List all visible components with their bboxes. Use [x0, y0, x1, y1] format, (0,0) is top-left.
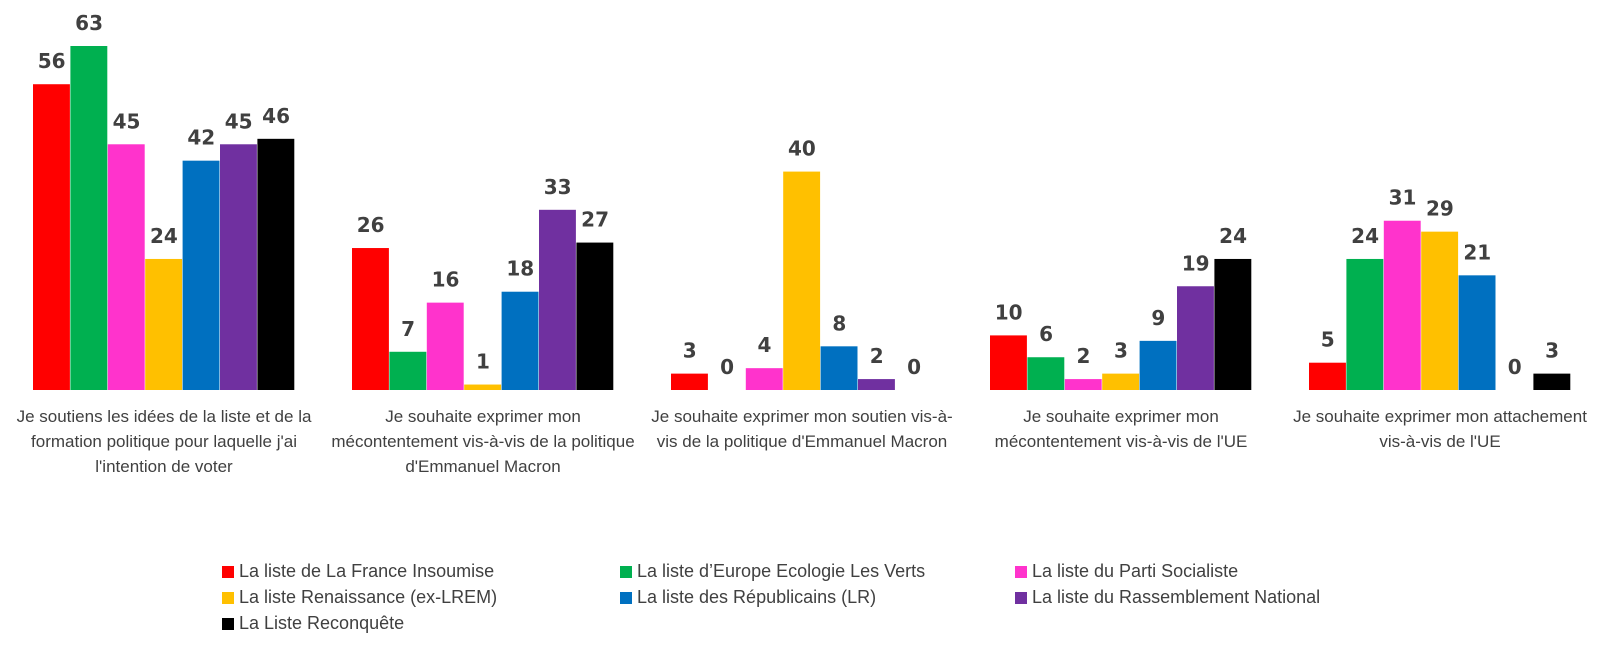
value-label: 3: [1545, 339, 1559, 363]
value-label: 24: [150, 224, 178, 248]
legend-swatch: [620, 592, 632, 604]
category-label: Je souhaite exprimer mon attachement vis…: [1293, 407, 1587, 451]
bar: [389, 351, 427, 390]
value-label: 0: [907, 355, 921, 379]
bar: [501, 291, 539, 390]
value-label: 21: [1463, 240, 1491, 264]
legend-swatch: [222, 618, 234, 630]
legend-swatch: [620, 566, 632, 578]
bar: [107, 144, 145, 390]
legend-entry: La Liste Reconquête: [222, 613, 404, 633]
bar: [1214, 258, 1252, 390]
value-label: 1: [476, 350, 490, 374]
value-label: 27: [581, 208, 609, 232]
bar: [1102, 373, 1140, 390]
value-label: 42: [187, 126, 215, 150]
value-label: 45: [113, 109, 141, 133]
bar: [820, 346, 858, 390]
category-label: Je souhaite exprimer mon soutien vis-à-v…: [651, 407, 953, 451]
value-label: 0: [1508, 355, 1522, 379]
value-label: 8: [832, 311, 846, 335]
bar: [352, 248, 389, 390]
bar: [539, 209, 576, 390]
value-label: 6: [1039, 322, 1053, 346]
bar: [671, 373, 708, 390]
bar: [220, 144, 257, 390]
value-label: 10: [995, 300, 1023, 324]
bar: [783, 171, 821, 390]
value-label: 33: [544, 175, 572, 199]
value-label: 7: [401, 317, 415, 341]
value-label: 29: [1426, 197, 1454, 221]
value-label: 9: [1151, 306, 1165, 330]
bar: [990, 335, 1027, 390]
bar: [33, 84, 70, 390]
bar: [745, 368, 783, 390]
bar: [257, 138, 295, 390]
legend-label: La liste d’Europe Ecologie Les Verts: [637, 561, 926, 581]
value-label: 2: [870, 344, 884, 368]
legend-label: La liste du Parti Socialiste: [1032, 561, 1239, 581]
value-label: 0: [720, 355, 734, 379]
legend-entry: La liste de La France Insoumise: [222, 561, 494, 581]
bar: [1309, 362, 1346, 390]
bar: [576, 242, 614, 390]
value-label: 24: [1219, 224, 1247, 248]
value-label: 24: [1351, 224, 1379, 248]
value-label: 4: [758, 333, 772, 357]
value-label: 40: [788, 137, 816, 161]
category-label: Je souhaite exprimer mon mécontentement …: [994, 407, 1248, 451]
legend-label: La liste Renaissance (ex-LREM): [239, 587, 498, 607]
category-label: Je soutiens les idées de la liste et de …: [16, 407, 312, 476]
value-label: 5: [1321, 328, 1335, 352]
legend-swatch: [222, 566, 234, 578]
value-label: 18: [506, 257, 534, 281]
value-label: 16: [432, 268, 460, 292]
bar: [1421, 231, 1459, 390]
legend-entry: La liste du Parti Socialiste: [1015, 561, 1238, 581]
legend-label: La Liste Reconquête: [239, 613, 405, 633]
bar: [1346, 258, 1384, 390]
legend-swatch: [222, 592, 234, 604]
value-label: 26: [357, 213, 385, 237]
legend-label: La liste des Républicains (LR): [637, 587, 877, 607]
legend-swatch: [1015, 566, 1027, 578]
bar: [1139, 340, 1177, 390]
bar: [182, 160, 220, 390]
value-label: 45: [225, 109, 253, 133]
bar: [1177, 286, 1214, 390]
bar: [1027, 357, 1065, 390]
bar: [145, 258, 183, 390]
value-label: 63: [75, 11, 103, 35]
bar: [1064, 379, 1102, 390]
value-label: 19: [1182, 251, 1210, 275]
bar: [1383, 220, 1421, 390]
bar: [70, 46, 108, 390]
legend-label: La liste du Rassemblement National: [1032, 587, 1321, 607]
value-label: 3: [683, 339, 697, 363]
value-label: 2: [1077, 344, 1091, 368]
legend-entry: La liste des Républicains (LR): [620, 587, 876, 607]
legend-label: La liste de La France Insoumise: [239, 561, 495, 581]
legend-entry: La liste d’Europe Ecologie Les Verts: [620, 561, 925, 581]
bar: [1533, 373, 1571, 390]
category-label: Je souhaite exprimer mon mécontentement …: [331, 407, 635, 476]
legend-entry: La liste Renaissance (ex-LREM): [222, 587, 497, 607]
value-label: 46: [262, 104, 290, 128]
bar: [858, 379, 895, 390]
value-label: 3: [1114, 339, 1128, 363]
value-label: 31: [1389, 186, 1417, 210]
bar: [464, 384, 502, 390]
value-label: 56: [38, 49, 66, 73]
legend-entry: La liste du Rassemblement National: [1015, 587, 1320, 607]
bar: [1458, 275, 1496, 390]
bar: [426, 302, 464, 390]
legend-swatch: [1015, 592, 1027, 604]
